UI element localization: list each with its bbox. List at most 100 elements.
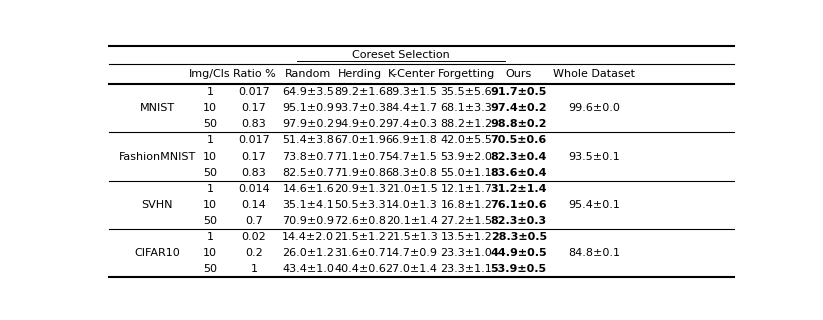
Text: 0.017: 0.017 xyxy=(238,135,270,145)
Text: 95.1±0.9: 95.1±0.9 xyxy=(282,103,334,113)
Text: 10: 10 xyxy=(203,103,217,113)
Text: 0.7: 0.7 xyxy=(245,216,263,226)
Text: 1: 1 xyxy=(207,184,213,194)
Text: 97.9±0.2: 97.9±0.2 xyxy=(282,119,334,129)
Text: Img/Cls: Img/Cls xyxy=(189,69,230,79)
Text: 64.9±3.5: 64.9±3.5 xyxy=(282,87,334,97)
Text: 84.4±1.7: 84.4±1.7 xyxy=(385,103,438,113)
Text: 50.5±3.3: 50.5±3.3 xyxy=(334,200,386,210)
Text: 89.2±1.6: 89.2±1.6 xyxy=(334,87,386,97)
Text: Herding: Herding xyxy=(338,69,382,79)
Text: 23.3±1.1: 23.3±1.1 xyxy=(440,264,492,274)
Text: 10: 10 xyxy=(203,248,217,258)
Text: 28.3±0.5: 28.3±0.5 xyxy=(491,232,546,242)
Text: Ours: Ours xyxy=(505,69,532,79)
Text: 0.83: 0.83 xyxy=(242,168,267,178)
Text: 0.17: 0.17 xyxy=(242,103,267,113)
Text: Forgetting: Forgetting xyxy=(438,69,495,79)
Text: 10: 10 xyxy=(203,200,217,210)
Text: 84.8±0.1: 84.8±0.1 xyxy=(568,248,620,258)
Text: 93.7±0.3: 93.7±0.3 xyxy=(334,103,386,113)
Text: 12.1±1.7: 12.1±1.7 xyxy=(440,184,492,194)
Text: 91.7±0.5: 91.7±0.5 xyxy=(491,87,547,97)
Text: 44.9±0.5: 44.9±0.5 xyxy=(491,248,547,258)
Text: MNIST: MNIST xyxy=(140,103,174,113)
Text: 21.5±1.3: 21.5±1.3 xyxy=(386,232,438,242)
Text: 13.5±1.2: 13.5±1.2 xyxy=(440,232,492,242)
Text: 27.2±1.5: 27.2±1.5 xyxy=(440,216,492,226)
Text: 1: 1 xyxy=(207,135,213,145)
Text: 70.5±0.6: 70.5±0.6 xyxy=(491,135,546,145)
Text: 35.5±5.6: 35.5±5.6 xyxy=(440,87,492,97)
Text: 93.5±0.1: 93.5±0.1 xyxy=(568,151,620,162)
Text: 40.4±0.6: 40.4±0.6 xyxy=(334,264,386,274)
Text: 99.6±0.0: 99.6±0.0 xyxy=(568,103,620,113)
Text: 76.1±0.6: 76.1±0.6 xyxy=(491,200,547,210)
Text: 0.014: 0.014 xyxy=(238,184,270,194)
Text: 68.1±3.3: 68.1±3.3 xyxy=(440,103,492,113)
Text: 14.7±0.9: 14.7±0.9 xyxy=(386,248,438,258)
Text: 50: 50 xyxy=(203,264,217,274)
Text: 98.8±0.2: 98.8±0.2 xyxy=(491,119,547,129)
Text: 20.9±1.3: 20.9±1.3 xyxy=(334,184,386,194)
Text: CIFAR10: CIFAR10 xyxy=(134,248,180,258)
Text: 71.9±0.8: 71.9±0.8 xyxy=(334,168,386,178)
Text: 10: 10 xyxy=(203,151,217,162)
Text: 67.0±1.9: 67.0±1.9 xyxy=(334,135,386,145)
Text: 83.6±0.4: 83.6±0.4 xyxy=(491,168,547,178)
Text: 88.2±1.2: 88.2±1.2 xyxy=(440,119,492,129)
Text: 55.0±1.1: 55.0±1.1 xyxy=(440,168,492,178)
Text: 27.0±1.4: 27.0±1.4 xyxy=(386,264,438,274)
Text: Random: Random xyxy=(285,69,332,79)
Text: 1: 1 xyxy=(207,87,213,97)
Text: 21.0±1.5: 21.0±1.5 xyxy=(386,184,438,194)
Text: 53.9±0.5: 53.9±0.5 xyxy=(491,264,546,274)
Text: Whole Dataset: Whole Dataset xyxy=(553,69,635,79)
Text: 73.8±0.7: 73.8±0.7 xyxy=(282,151,334,162)
Text: 72.6±0.8: 72.6±0.8 xyxy=(334,216,386,226)
Text: 54.7±1.5: 54.7±1.5 xyxy=(386,151,438,162)
Text: SVHN: SVHN xyxy=(142,200,173,210)
Text: K-Center: K-Center xyxy=(388,69,435,79)
Text: 51.4±3.8: 51.4±3.8 xyxy=(282,135,334,145)
Text: 0.17: 0.17 xyxy=(242,151,267,162)
Text: 31.2±1.4: 31.2±1.4 xyxy=(491,184,547,194)
Text: 0.02: 0.02 xyxy=(242,232,267,242)
Text: 68.3±0.8: 68.3±0.8 xyxy=(386,168,438,178)
Text: FashionMNIST: FashionMNIST xyxy=(119,151,196,162)
Text: Coreset Selection: Coreset Selection xyxy=(352,50,449,60)
Text: 82.3±0.4: 82.3±0.4 xyxy=(491,151,547,162)
Text: 66.9±1.8: 66.9±1.8 xyxy=(386,135,438,145)
Text: 14.0±1.3: 14.0±1.3 xyxy=(386,200,438,210)
Text: 21.5±1.2: 21.5±1.2 xyxy=(334,232,386,242)
Text: 50: 50 xyxy=(203,168,217,178)
Text: 20.1±1.4: 20.1±1.4 xyxy=(386,216,438,226)
Text: 14.4±2.0: 14.4±2.0 xyxy=(282,232,334,242)
Text: 50: 50 xyxy=(203,119,217,129)
Text: 53.9±2.0: 53.9±2.0 xyxy=(440,151,492,162)
Text: 0.2: 0.2 xyxy=(245,248,263,258)
Text: 1: 1 xyxy=(250,264,258,274)
Text: 94.9±0.2: 94.9±0.2 xyxy=(334,119,386,129)
Text: 97.4±0.2: 97.4±0.2 xyxy=(491,103,547,113)
Text: 0.14: 0.14 xyxy=(242,200,267,210)
Text: 97.4±0.3: 97.4±0.3 xyxy=(386,119,438,129)
Text: 1: 1 xyxy=(207,232,213,242)
Text: 0.017: 0.017 xyxy=(238,87,270,97)
Text: 71.1±0.7: 71.1±0.7 xyxy=(334,151,386,162)
Text: 50: 50 xyxy=(203,216,217,226)
Text: 23.3±1.0: 23.3±1.0 xyxy=(440,248,492,258)
Text: 82.3±0.3: 82.3±0.3 xyxy=(491,216,546,226)
Text: 0.83: 0.83 xyxy=(242,119,267,129)
Text: 89.3±1.5: 89.3±1.5 xyxy=(386,87,438,97)
Text: 26.0±1.2: 26.0±1.2 xyxy=(282,248,334,258)
Text: 31.6±0.7: 31.6±0.7 xyxy=(334,248,386,258)
Text: 14.6±1.6: 14.6±1.6 xyxy=(282,184,334,194)
Text: Ratio %: Ratio % xyxy=(233,69,276,79)
Text: 16.8±1.2: 16.8±1.2 xyxy=(440,200,492,210)
Text: 43.4±1.0: 43.4±1.0 xyxy=(282,264,334,274)
Text: 95.4±0.1: 95.4±0.1 xyxy=(568,200,620,210)
Text: 35.1±4.1: 35.1±4.1 xyxy=(282,200,334,210)
Text: 42.0±5.5: 42.0±5.5 xyxy=(440,135,492,145)
Text: 70.9±0.9: 70.9±0.9 xyxy=(282,216,334,226)
